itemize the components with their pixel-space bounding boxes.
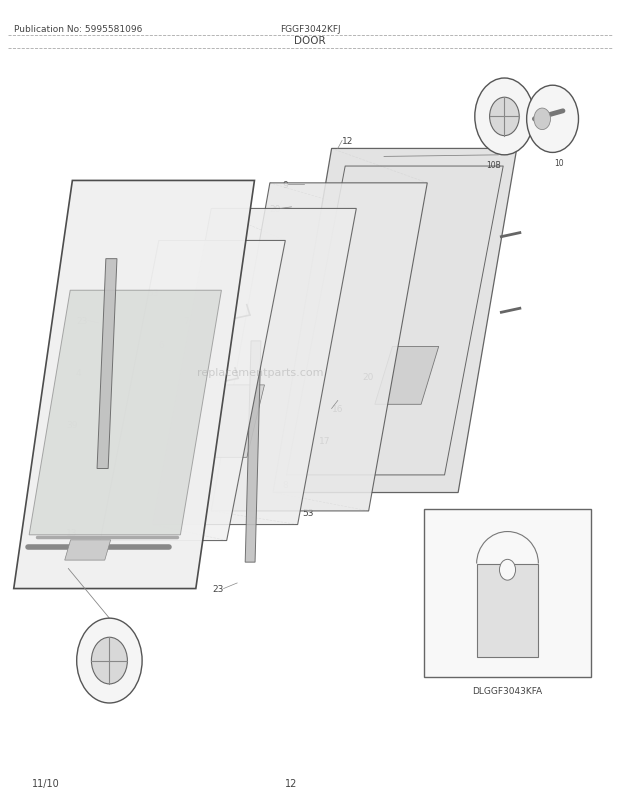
Text: DOOR: DOOR — [294, 36, 326, 47]
Text: Publication No: 5995581096: Publication No: 5995581096 — [14, 25, 142, 34]
Polygon shape — [477, 564, 538, 657]
Polygon shape — [424, 509, 591, 677]
Polygon shape — [196, 386, 265, 458]
Circle shape — [490, 98, 519, 136]
Text: 7: 7 — [184, 317, 189, 326]
Polygon shape — [153, 209, 356, 525]
Polygon shape — [64, 541, 110, 561]
Polygon shape — [29, 291, 221, 535]
Circle shape — [500, 560, 516, 581]
Circle shape — [77, 618, 142, 703]
Text: FGGF3042KFJ: FGGF3042KFJ — [280, 25, 340, 34]
Text: 11/10: 11/10 — [32, 778, 60, 788]
Text: 53: 53 — [148, 289, 159, 298]
Text: 16: 16 — [332, 404, 343, 414]
Polygon shape — [273, 149, 516, 493]
Circle shape — [526, 86, 578, 153]
Text: 12: 12 — [285, 778, 298, 788]
Text: 12: 12 — [342, 137, 353, 146]
Polygon shape — [14, 181, 254, 589]
Text: 23: 23 — [76, 317, 88, 326]
Polygon shape — [375, 347, 439, 405]
Text: 4: 4 — [76, 369, 81, 378]
Text: 6: 6 — [159, 341, 164, 350]
Text: 20: 20 — [363, 372, 374, 382]
Text: 55: 55 — [193, 488, 205, 497]
Text: 18: 18 — [440, 525, 451, 533]
Text: 60B: 60B — [95, 662, 110, 671]
Text: 17: 17 — [228, 281, 239, 290]
Text: 17: 17 — [319, 436, 330, 445]
Text: 8: 8 — [282, 480, 288, 489]
Text: 23: 23 — [212, 585, 224, 593]
Polygon shape — [245, 342, 261, 562]
Circle shape — [475, 79, 534, 156]
Text: 39: 39 — [66, 420, 78, 430]
Circle shape — [91, 638, 127, 684]
Polygon shape — [97, 259, 117, 469]
Text: 20: 20 — [269, 205, 280, 213]
Text: 10B: 10B — [486, 160, 501, 170]
Text: 55: 55 — [181, 380, 193, 390]
Polygon shape — [211, 184, 427, 512]
Text: DLGGF3043KFA: DLGGF3043KFA — [472, 687, 542, 695]
Text: 53: 53 — [302, 508, 314, 517]
Text: 13: 13 — [66, 529, 78, 537]
Text: replacementparts.com: replacementparts.com — [197, 368, 324, 378]
Circle shape — [534, 109, 551, 131]
Text: 10: 10 — [554, 158, 564, 168]
Polygon shape — [100, 241, 285, 541]
Text: 9: 9 — [283, 180, 288, 190]
